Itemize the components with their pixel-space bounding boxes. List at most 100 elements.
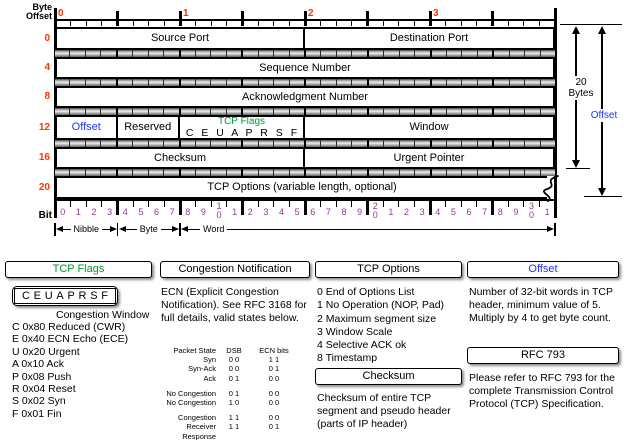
scale-arrow-label: Nibble	[73, 223, 100, 234]
ecn-table-row: Ack 0 1 0 0	[158, 374, 296, 383]
tcp-option-item: 8 Timestamp	[317, 352, 378, 365]
arrow-up-icon	[572, 26, 580, 34]
ecn-cell-ecn: 0 1	[268, 422, 280, 432]
bit-ruler-nibble-tick	[366, 199, 369, 215]
separator-cell	[320, 140, 336, 147]
bit-number: 9	[357, 207, 363, 217]
bit-number-digit: 0	[216, 210, 222, 220]
flag-legend-item: R 0x04 Reset	[12, 383, 76, 396]
separator-cell	[147, 79, 164, 86]
separator-cell	[69, 169, 85, 176]
ecn-cell-dsb: 1 0	[228, 398, 240, 408]
top-ruler-byte-number: 1	[182, 8, 190, 19]
bytes-size-line2: Bytes	[568, 88, 594, 99]
ecn-table-row: Syn 0 0 1 1	[158, 355, 296, 364]
field-box: TCP Options (variable length, optional)	[55, 176, 547, 199]
separator-cell	[476, 108, 493, 115]
legend-offset-title: Offset	[467, 261, 619, 278]
scale-arrow-byte: Byte	[118, 223, 180, 235]
separator-cell	[84, 108, 101, 115]
separator-cell	[539, 108, 555, 115]
field-label: Checksum	[154, 151, 206, 164]
arrow-right-icon	[109, 226, 117, 232]
separator-cell	[210, 79, 226, 86]
separator-cell	[508, 169, 525, 176]
separator-cell	[288, 140, 304, 147]
bit-number: 1	[544, 207, 550, 217]
bit-axis-label: Bit	[38, 210, 52, 221]
bit-number: 8	[185, 207, 191, 217]
separator-cell	[55, 79, 70, 86]
flag-letter: C	[22, 290, 30, 302]
bit-ruler-bit-tick	[523, 199, 525, 207]
byte-offset-value: 4	[44, 62, 50, 73]
arrow-line	[160, 228, 173, 230]
bit-ruler-nibble-tick	[491, 199, 494, 215]
separator-cell	[476, 169, 493, 176]
separator-cell	[335, 108, 352, 115]
ecn-cell-state: Syn-Ack	[188, 364, 216, 374]
bit-ruler-bit-tick	[85, 199, 87, 207]
top-ruler-bit-tick	[70, 19, 72, 26]
legend-checksum-body: Checksum of entire TCP segment and pseud…	[317, 392, 451, 430]
separator-cell	[429, 140, 446, 147]
separator-cell	[335, 79, 352, 86]
separator-cell	[147, 140, 164, 147]
legend-checksum-title-text: Checksum	[362, 370, 415, 382]
separator-cell	[524, 79, 540, 86]
ecn-cell-ecn: 0 0	[268, 413, 280, 423]
field-box: Urgent Pointer	[303, 147, 555, 169]
separator-cell	[492, 79, 509, 86]
separator-cell	[492, 108, 509, 115]
scale-boundary-tick	[554, 223, 556, 236]
top-ruler-bit-tick	[320, 19, 322, 26]
legend-tcp-options-title-text: TCP Options	[357, 263, 420, 275]
top-ruler-bit-tick	[523, 19, 525, 26]
bit-number: 5	[138, 207, 144, 217]
bit-ruler-bit-tick	[538, 199, 540, 207]
separator-cell	[492, 50, 509, 57]
bit-ruler-nibble-tick	[53, 199, 57, 215]
flag-legend-item: U 0x20 Urgent	[12, 345, 80, 358]
bit-ruler-bit-tick	[226, 199, 228, 207]
separator-cell	[84, 169, 101, 176]
flag-letter: F	[101, 290, 108, 302]
ecn-cell-ecn: 0 0	[268, 398, 280, 408]
bit-number: 5	[294, 207, 300, 217]
ecn-cell-dsb: 0 0	[228, 364, 240, 374]
separator-cell	[539, 50, 555, 57]
separator-cell	[84, 50, 101, 57]
bit-number: 3	[107, 207, 113, 217]
bit-number: 3	[263, 207, 269, 217]
byte-offset-axis-label: Byte Offset	[6, 3, 52, 21]
separator-cell	[414, 108, 430, 115]
separator-cell	[461, 140, 477, 147]
separator-cell	[508, 108, 525, 115]
separator-cell	[273, 140, 289, 147]
flag-letter: A	[56, 290, 64, 302]
field-label: Urgent Pointer	[393, 151, 465, 164]
ecn-cell-state: No Congestion	[166, 388, 216, 398]
ecn-cell-ecn: 0 1	[268, 364, 280, 374]
scale-arrow-nibble: Nibble	[56, 223, 117, 235]
bit-number: 4	[279, 207, 285, 217]
separator-cell	[100, 169, 116, 176]
bit-ruler-nibble-tick	[303, 199, 307, 215]
top-ruler-bit-tick	[257, 19, 259, 26]
separator-cell	[366, 108, 384, 115]
bit-number-digit: 2	[372, 201, 378, 211]
tcp-option-item: 3 Window Scale	[317, 325, 393, 338]
bit-number: 9	[200, 207, 206, 217]
bit-number: 1	[75, 207, 81, 217]
separator-cell	[257, 108, 274, 115]
separator-cell	[524, 169, 540, 176]
field-label: Reserved	[124, 121, 172, 133]
bit-number-digit: 3	[529, 201, 535, 211]
separator-cell	[69, 108, 85, 115]
separator-cell	[351, 169, 367, 176]
separator-cell	[539, 79, 555, 86]
separator-cell	[414, 140, 430, 147]
